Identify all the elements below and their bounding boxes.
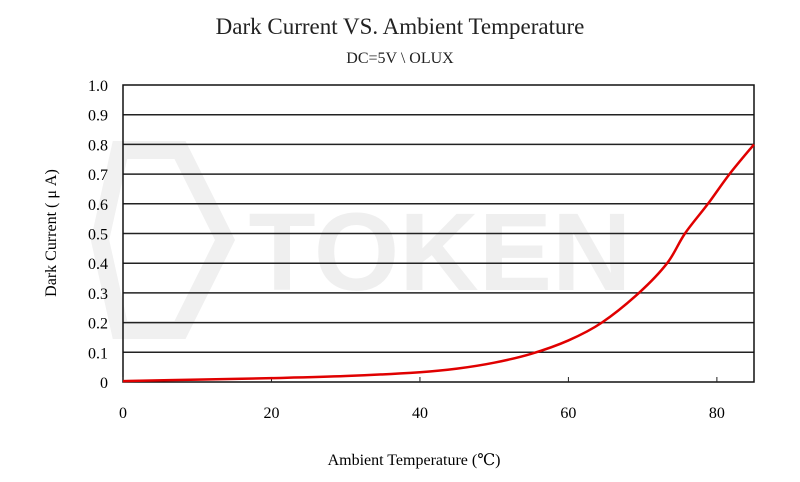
y-axis-ticks: 0 0.1 0.2 0.3 0.4 0.5 0.6 0.7 0.8 0.9 1.0 [88,78,108,392]
x-tick-label: 0 [119,405,127,422]
y-tick-label: 0.2 [88,316,108,333]
y-axis-label: Dark Current ( μ A) [43,169,60,297]
y-tick-label: 0.3 [88,286,108,303]
watermark-logo: TOKEN [90,141,632,339]
y-tick-label: 1.0 [88,78,108,95]
y-tick-label: 0.7 [88,167,108,184]
y-tick-label: 0.4 [88,256,108,273]
gridlines [123,113,754,354]
y-tick-label: 0.1 [88,345,108,362]
x-tick-label: 60 [560,405,576,422]
svg-text:TOKEN: TOKEN [248,191,631,314]
x-axis-label: Ambient Temperature (℃) [328,452,501,469]
y-tick-label: 0.9 [88,108,108,125]
x-tick-label: 80 [709,405,725,422]
x-axis-ticks: 0 20 40 60 80 [119,377,725,422]
y-tick-label: 0.6 [88,197,108,214]
y-tick-label: 0 [100,375,108,392]
chart-title: Dark Current VS. Ambient Temperature [215,14,585,39]
x-tick-label: 40 [412,405,428,422]
y-tick-label: 0.8 [88,137,108,154]
x-tick-label: 20 [263,405,279,422]
plot-frame [122,84,755,383]
data-series-line [122,143,755,383]
y-tick-label: 0.5 [88,227,108,244]
chart-subtitle: DC=5V \ OLUX [346,50,454,67]
